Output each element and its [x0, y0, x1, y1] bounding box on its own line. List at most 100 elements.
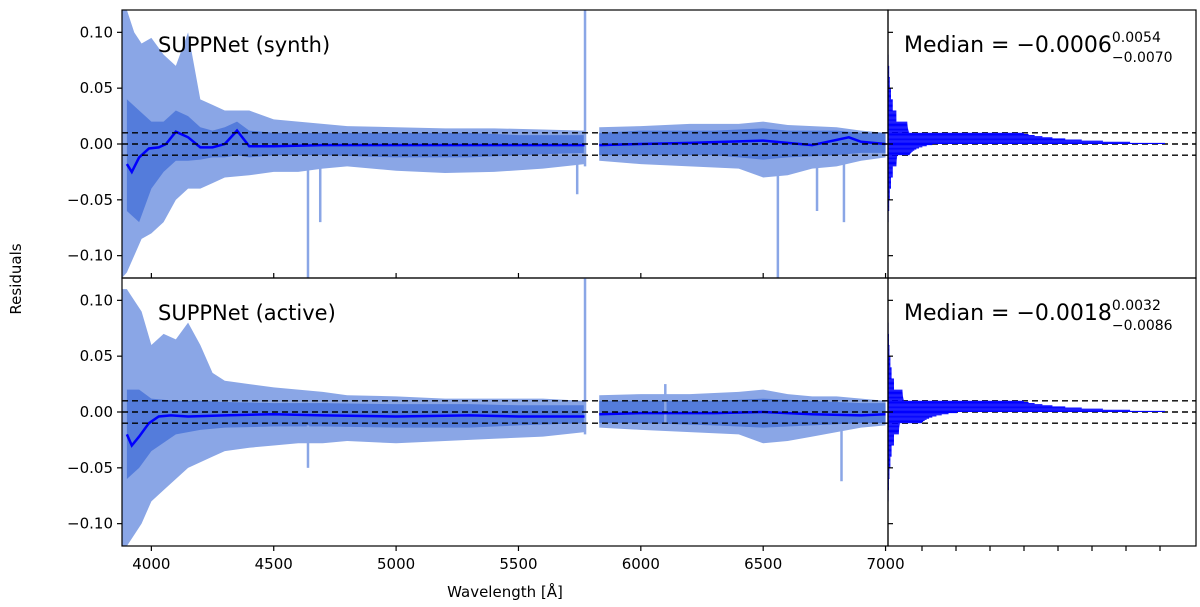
- hist-bar-0-12-6: [888, 136, 1043, 138]
- hist-bar-0-11-1: [888, 152, 911, 155]
- hist-bar-0-16-5: [888, 92, 891, 94]
- hist-bar-1-9-0: [888, 444, 894, 446]
- hist-bar-0-9-4: [888, 171, 893, 174]
- hist-bar-1-17-5: [888, 349, 890, 351]
- hist-bar-0-11-4: [888, 149, 915, 151]
- hist-bar-1-16-6: [888, 359, 891, 361]
- hist-bar-1-15-7: [888, 369, 892, 371]
- hist-bar-0-15-7: [888, 101, 893, 103]
- hist-bar-0-17-9: [888, 77, 890, 79]
- ytick-label-0-1: 0.05: [80, 79, 113, 97]
- hist-bar-1-7-7: [888, 458, 891, 461]
- hist-bar-1-14-7: [888, 380, 894, 382]
- hist-bar-1-6-0: [888, 477, 890, 479]
- hist-bar-0-12-7: [888, 135, 1035, 137]
- hist-bar-0-15-5: [888, 103, 893, 105]
- hist-bar-0-12-1: [888, 141, 1131, 143]
- hist-bar-0-7-2: [888, 196, 890, 198]
- hist-bar-1-12-5: [888, 405, 1053, 407]
- ytick-label-1-1: 0.05: [80, 347, 113, 365]
- hist-bar-1-10-5: [888, 427, 900, 429]
- hist-bar-0-9-8: [888, 167, 893, 169]
- hist-bar-0-13-0: [888, 131, 910, 133]
- hist-bar-1-17-6: [888, 348, 890, 350]
- hist-bar-0-16-3: [888, 94, 891, 96]
- hist-bar-0-15-8: [888, 100, 893, 102]
- hist-bar-0-9-9: [888, 166, 893, 168]
- hist-bar-1-10-0: [888, 433, 899, 435]
- hist-bar-1-17-7: [888, 347, 890, 349]
- hist-bar-1-15-6: [888, 370, 892, 372]
- hist-bar-0-9-3: [888, 173, 893, 175]
- ytick-label-0-3: −0.05: [67, 191, 113, 209]
- hist-bar-0-10-0: [888, 165, 897, 167]
- hist-bar-0-12-9: [888, 132, 1024, 134]
- hist-bar-0-11-3: [888, 150, 913, 152]
- hist-bar-1-14-6: [888, 381, 894, 383]
- hist-bar-0-13-7: [888, 123, 908, 126]
- hist-bar-0-9-1: [888, 175, 893, 177]
- hist-bar-0-13-6: [888, 125, 908, 127]
- hist-bar-1-11-7: [888, 414, 942, 416]
- hist-bar-1-17-3: [888, 351, 890, 353]
- hist-bar-0-9-2: [888, 174, 893, 176]
- panel-title-0: SUPPNet (synth): [158, 33, 330, 57]
- hist-bar-1-17-2: [888, 352, 890, 354]
- y-axis-label: Residuals: [7, 243, 25, 314]
- hist-bar-1-7-2: [888, 464, 891, 466]
- hist-bar-0-16-7: [888, 90, 891, 92]
- xtick-label-4: 6000: [622, 555, 660, 573]
- hist-bar-0-9-7: [888, 168, 893, 170]
- hist-bar-1-14-0: [888, 388, 895, 390]
- hist-bar-0-14-8: [888, 111, 897, 113]
- hist-bar-1-11-3: [888, 418, 927, 420]
- hist-bar-1-8-8: [888, 446, 892, 448]
- hist-bar-0-13-5: [888, 126, 908, 128]
- panel-title-1: SUPPNet (active): [158, 301, 336, 325]
- hist-bar-0-17-5: [888, 81, 890, 83]
- hist-bar-1-6-4: [888, 473, 890, 475]
- hist-bar-0-11-7: [888, 146, 923, 148]
- ytick-label-0-2: 0.00: [80, 135, 113, 153]
- hist-bar-0-8-6: [888, 180, 891, 182]
- hist-bar-1-16-7: [888, 358, 891, 360]
- ytick-label-0-0: 0.10: [80, 23, 113, 41]
- hist-bar-0-12-2: [888, 140, 1103, 142]
- hist-bar-0-12-4: [888, 138, 1066, 140]
- hist-bar-0-11-6: [888, 147, 919, 149]
- hist-bar-1-12-1: [888, 409, 1131, 411]
- hist-bar-1-15-5: [888, 371, 892, 373]
- hist-bar-0-13-3: [888, 128, 909, 130]
- hist-bar-1-9-8: [888, 435, 895, 437]
- hist-bar-1-6-1: [888, 476, 890, 478]
- hist-bar-0-15-0: [888, 109, 893, 111]
- hist-bar-0-16-1: [888, 97, 891, 99]
- hist-bar-1-14-4: [888, 384, 894, 386]
- hist-bar-1-11-5: [888, 416, 933, 418]
- hist-bar-1-17-1: [888, 353, 890, 356]
- hist-bar-1-8-0: [888, 455, 892, 457]
- hist-bar-1-10-4: [888, 428, 900, 430]
- hist-bar-0-15-4: [888, 104, 893, 107]
- hist-bar-0-14-3: [888, 117, 897, 119]
- hist-bar-1-6-7: [888, 470, 890, 472]
- hist-bar-0-8-5: [888, 181, 891, 184]
- hist-bar-1-9-1: [888, 443, 894, 445]
- hist-bar-0-11-0: [888, 154, 910, 156]
- hist-bar-0-7-7: [888, 190, 890, 193]
- hist-bar-1-12-9: [888, 400, 1024, 402]
- hist-bar-0-11-8: [888, 145, 927, 147]
- hist-bar-1-13-4: [888, 395, 903, 397]
- hist-bar-1-10-7: [888, 425, 900, 427]
- hist-bar-1-7-4: [888, 462, 891, 464]
- hist-bar-1-13-9: [888, 389, 903, 391]
- hist-bar-1-7-3: [888, 463, 891, 465]
- hist-bar-0-10-8: [888, 156, 898, 158]
- hist-bar-0-8-3: [888, 184, 891, 186]
- hist-bar-0-14-6: [888, 113, 897, 115]
- hist-bar-1-9-4: [888, 439, 894, 442]
- hist-bar-0-10-2: [888, 162, 897, 165]
- hist-bar-0-16-8: [888, 89, 891, 91]
- hist-bar-1-15-9: [888, 367, 892, 369]
- ytick-label-1-3: −0.05: [67, 459, 113, 477]
